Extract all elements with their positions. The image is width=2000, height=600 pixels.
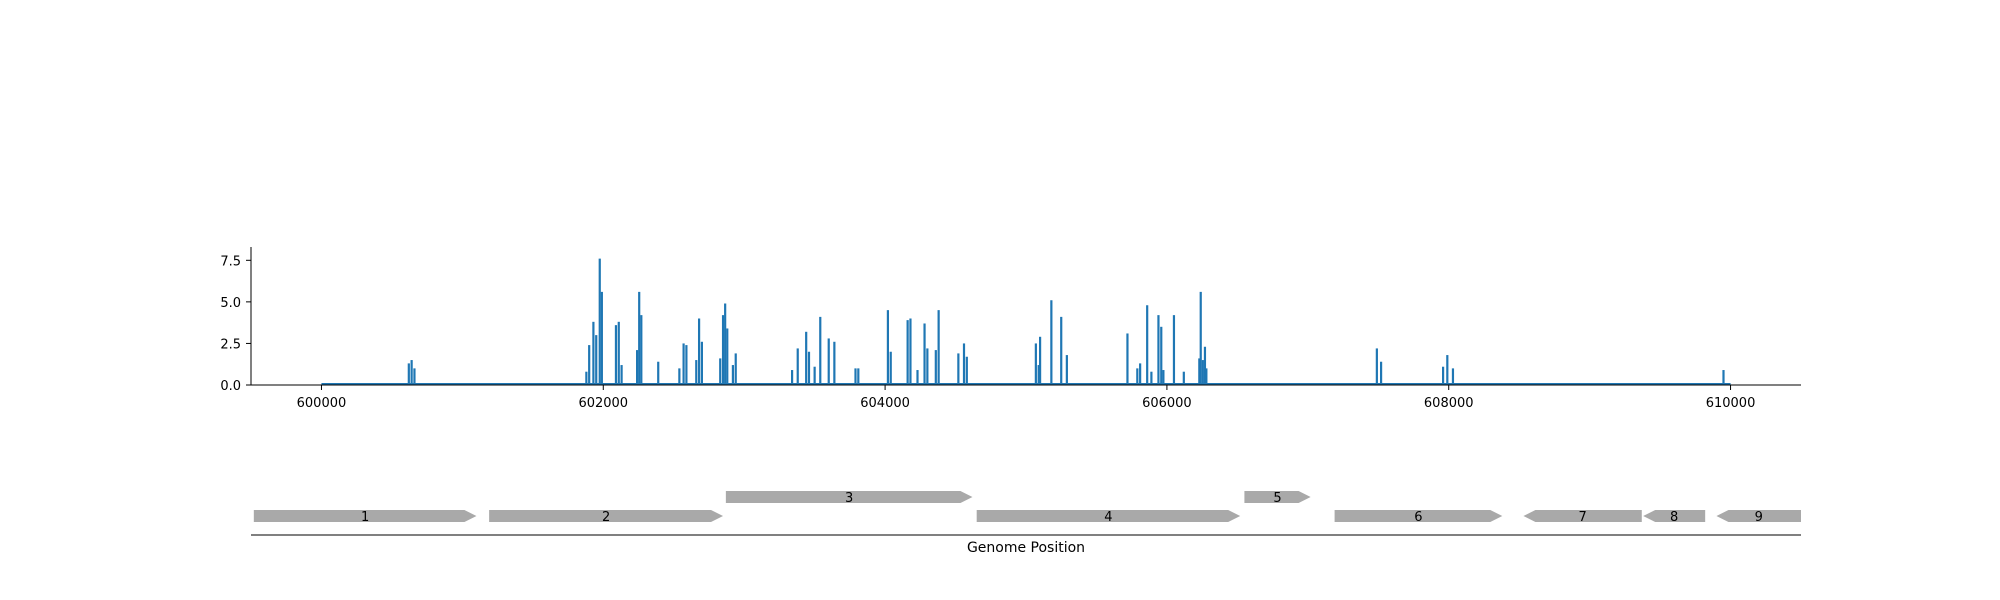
gene-label: 8: [1670, 510, 1678, 525]
x-tick-label: 608000: [1424, 396, 1474, 411]
x-axis-ticks: 600000 602000 604000 606000 608000 610000: [297, 385, 1756, 411]
x-tick-label: 600000: [297, 396, 347, 411]
y-axis-ticks: 0.0 2.5 5.0 7.5: [220, 254, 251, 394]
y-tick-label: 7.5: [220, 254, 241, 269]
gene-label: 6: [1414, 510, 1422, 525]
signal-panel: 0.0 2.5 5.0 7.5 600000 602000 604000 606000 608…: [220, 247, 1801, 411]
y-tick-label: 5.0: [220, 296, 241, 311]
x-tick-label: 610000: [1706, 396, 1756, 411]
gene-label: 9: [1755, 510, 1763, 525]
gene-arrow: [1643, 510, 1706, 522]
gene-arrow: [976, 510, 1241, 522]
gene-arrow: [253, 510, 477, 522]
gene-arrow: [1244, 491, 1311, 503]
gene-label: 3: [845, 491, 853, 506]
x-tick-label: 606000: [1142, 396, 1192, 411]
gene-label: 4: [1104, 510, 1112, 525]
gene-arrow: [489, 510, 724, 522]
gene-arrows: 1 2 3 4 5 6 7 8 9: [253, 491, 1801, 525]
gene-arrow: [1523, 510, 1642, 522]
gene-label: 5: [1273, 491, 1281, 506]
x-tick-label: 604000: [860, 396, 910, 411]
gene-arrow: [725, 491, 973, 503]
gene-label: 1: [361, 510, 369, 525]
gene-label: 2: [602, 510, 610, 525]
x-axis-label: Genome Position: [967, 540, 1085, 556]
gene-arrow: [1334, 510, 1503, 522]
signal-bars: [407, 258, 1725, 385]
gene-arrow: [1716, 510, 1801, 522]
x-tick-label: 602000: [578, 396, 628, 411]
y-tick-label: 2.5: [220, 337, 241, 352]
gene-label: 7: [1578, 510, 1586, 525]
gene-track: 1 2 3 4 5 6 7 8 9 Genome Position: [251, 491, 1801, 556]
y-tick-label: 0.0: [220, 379, 241, 394]
